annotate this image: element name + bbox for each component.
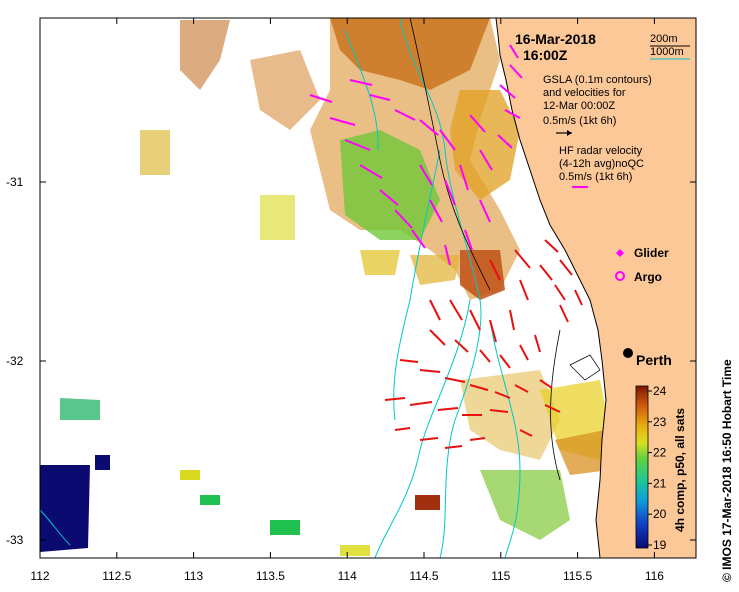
gsla-line-3: 12-Mar 00:00Z	[543, 100, 615, 112]
gsla-arrows	[309, 44, 523, 266]
hf-scale: 0.5m/s (1kt 6h)	[559, 171, 632, 183]
colorbar-tick-label: 21	[653, 476, 667, 490]
x-tick-label: 113	[184, 569, 203, 583]
credit-footer: © IMOS 17-Mar-2018 16:50 Hobart Time	[720, 359, 734, 582]
glider-label: Glider	[634, 246, 669, 260]
glider-icon	[616, 249, 624, 257]
sst-patches	[40, 18, 610, 556]
perth-dot	[623, 348, 633, 358]
x-tick-label: 112.5	[102, 569, 131, 583]
gsla-scale: 0.5m/s (1kt 6h)	[543, 115, 616, 127]
argo-label: Argo	[634, 270, 662, 284]
date-label: 16-Mar-2018	[515, 31, 596, 47]
legend-1000m: 1000m	[650, 46, 684, 58]
x-tick-label: 116	[645, 569, 664, 583]
perth-label: Perth	[636, 352, 672, 368]
x-axis-ticks: 112 112.5 113 113.5 114 114.5 115 115.5 116	[30, 18, 664, 583]
colorbar-label: 4h comp, p50, all sats	[673, 408, 687, 532]
x-tick-label: 115.5	[563, 569, 592, 583]
x-tick-label: 114	[338, 569, 357, 583]
bathymetry-contours	[40, 18, 561, 558]
gsla-line-1: GSLA (0.1m contours)	[543, 74, 652, 86]
time-label: 16:00Z	[523, 47, 568, 63]
argo-icon	[615, 271, 625, 281]
colorbar-tick-label: 20	[653, 507, 667, 521]
y-tick-label: -32	[6, 354, 24, 368]
colorbar	[635, 385, 649, 549]
plot-frame	[39, 17, 697, 559]
y-tick-label: -31	[6, 175, 24, 189]
x-tick-label: 114.5	[409, 569, 438, 583]
swan-river	[569, 354, 601, 381]
gsla-scale-arrowhead	[567, 130, 572, 136]
colorbar-tick-label: 19	[653, 538, 667, 552]
hf-line-2: (4-12h avg)noQC	[559, 158, 644, 170]
legend-200m: 200m	[650, 33, 678, 45]
hf-radar-arrows	[384, 239, 583, 449]
y-axis-ticks: -31 -32 -33	[6, 175, 696, 547]
colorbar-tick-label: 23	[653, 415, 667, 429]
x-tick-label: 113.5	[256, 569, 285, 583]
y-tick-label: -33	[6, 533, 24, 547]
colorbar-tick-label: 24	[653, 384, 667, 398]
colorbar-tick-label: 22	[653, 446, 667, 460]
x-tick-label: 112	[30, 569, 49, 583]
gsla-line-2: and velocities for	[543, 87, 626, 99]
x-tick-label: 115	[491, 569, 510, 583]
colorbar-ticks: 24 23 22 21 20 19	[648, 384, 667, 552]
hf-line-1: HF radar velocity	[559, 145, 643, 157]
